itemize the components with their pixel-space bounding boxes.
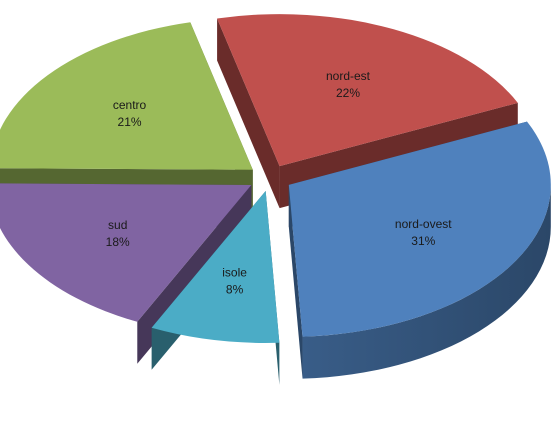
slice-nord-est xyxy=(217,14,518,167)
slice-value-isole: 8% xyxy=(226,282,244,296)
slice-label-nord-est: nord-est xyxy=(326,69,371,83)
slice-isole xyxy=(151,190,280,343)
slice-value-nord-est: 22% xyxy=(336,86,360,100)
slice-label-centro: centro xyxy=(113,98,147,112)
slice-label-sud: sud xyxy=(108,218,127,232)
slice-value-sud: 18% xyxy=(106,235,130,249)
slice-centro xyxy=(0,22,253,170)
slice-label-nord-ovest: nord-ovest xyxy=(395,217,452,231)
slice-value-nord-ovest: 31% xyxy=(411,234,435,248)
slice-label-isole: isole xyxy=(222,265,247,279)
slice-nord-ovest xyxy=(288,121,551,337)
pie-tops xyxy=(0,14,551,343)
slice-sud xyxy=(0,183,252,322)
slice-rim-nord-ovest xyxy=(302,184,551,379)
slice-side-nord-est xyxy=(217,18,280,209)
pie-labels: nord-est 22% centro 21% nord-ovest 31% sud 18% i… xyxy=(106,69,453,296)
slice-side-nord-ovest xyxy=(288,184,303,379)
slice-value-centro: 21% xyxy=(118,115,142,129)
